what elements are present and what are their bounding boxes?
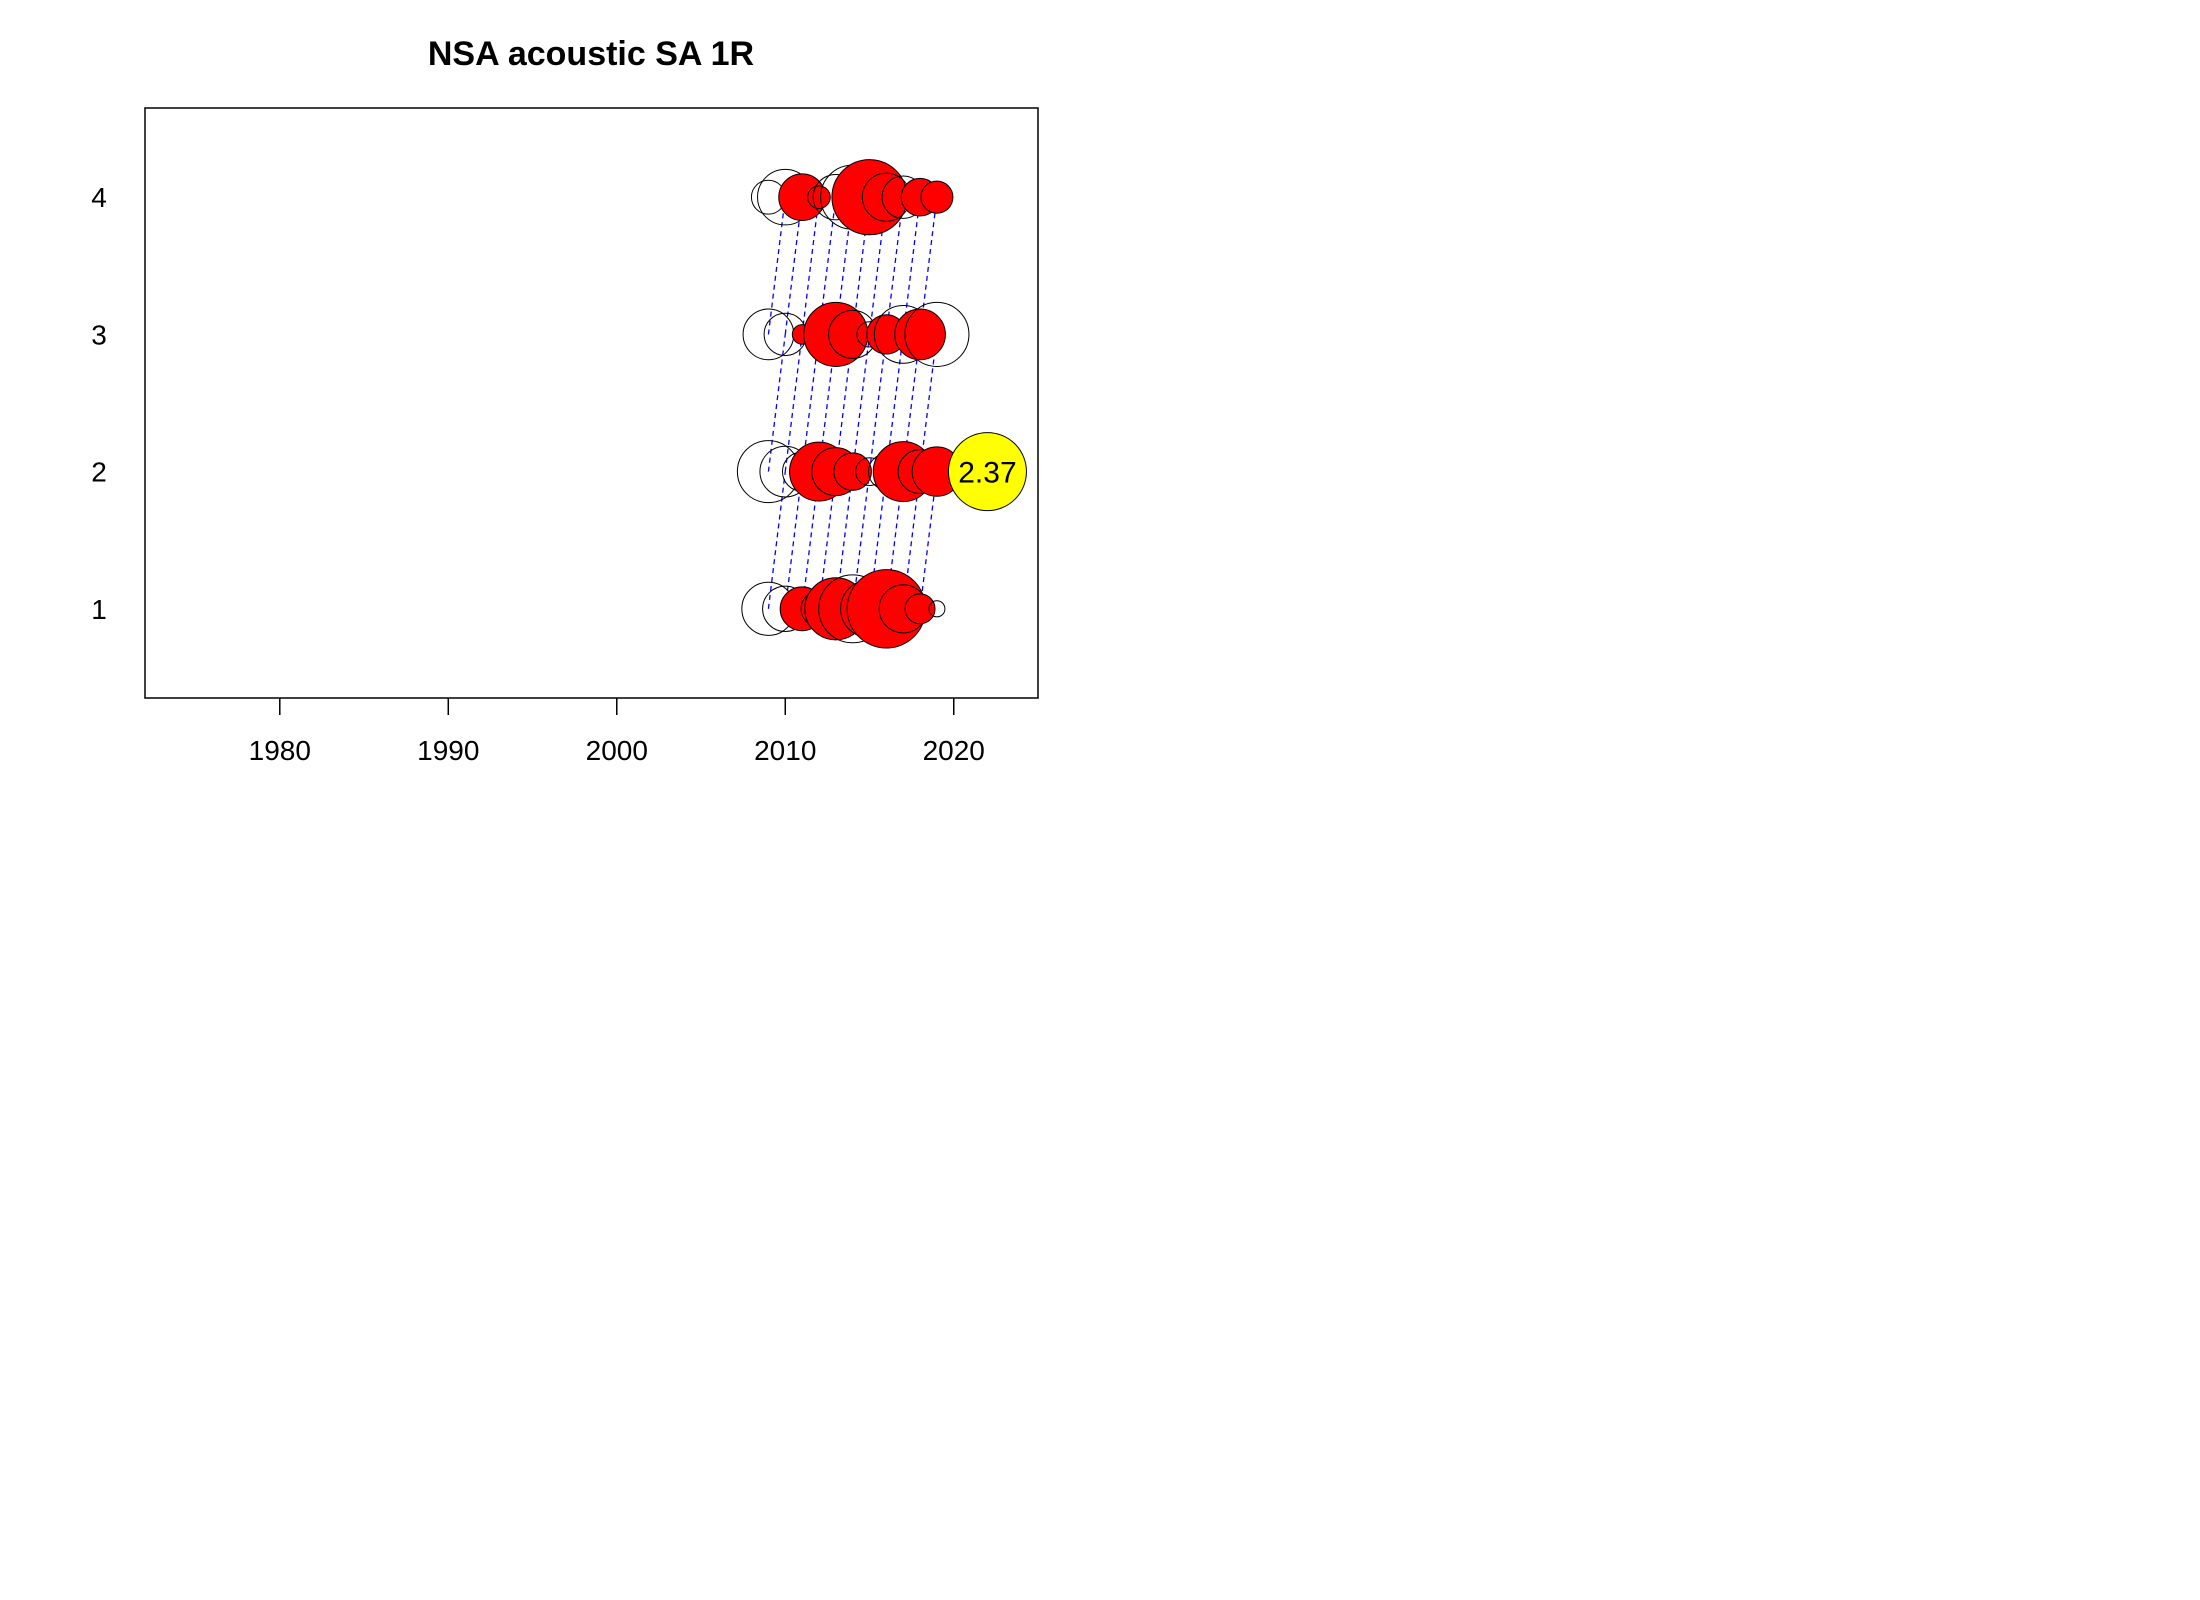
negative-residual-bubble [904, 301, 970, 367]
positive-residual-bubble [803, 301, 869, 367]
y-tick-label: 2 [91, 457, 107, 488]
y-tick-label: 1 [91, 594, 107, 625]
reference-bubble-group: 2.37 [947, 432, 1027, 512]
y-tick-label: 3 [91, 319, 107, 350]
residual-bubbles [736, 159, 970, 649]
positive-residual-bubble [833, 452, 872, 491]
x-tick-label: 2020 [923, 735, 985, 766]
plot-frame [144, 107, 1039, 699]
y-axis: 1 2 3 4 [91, 182, 107, 625]
reference-bubble [947, 432, 1027, 512]
reference-bubble-label: 2.37 [958, 457, 1016, 490]
positive-residual-bubble [807, 185, 831, 210]
positive-residual-bubble [831, 159, 908, 236]
x-tick-label: 1980 [249, 735, 311, 766]
x-tick-label: 2010 [754, 735, 816, 766]
positive-residual-bubble [904, 593, 936, 625]
positive-residual-bubble [920, 180, 954, 214]
y-tick-label: 4 [91, 182, 107, 213]
x-tick-label: 2000 [586, 735, 648, 766]
x-tick-label: 1990 [417, 735, 479, 766]
x-axis: 1980 1990 2000 2010 2020 [249, 698, 985, 766]
positive-residual-bubble [894, 308, 946, 361]
cohort-lines [767, 197, 938, 609]
negative-residual-bubble [928, 600, 946, 618]
chart-title: NSA acoustic SA 1R [428, 35, 754, 73]
